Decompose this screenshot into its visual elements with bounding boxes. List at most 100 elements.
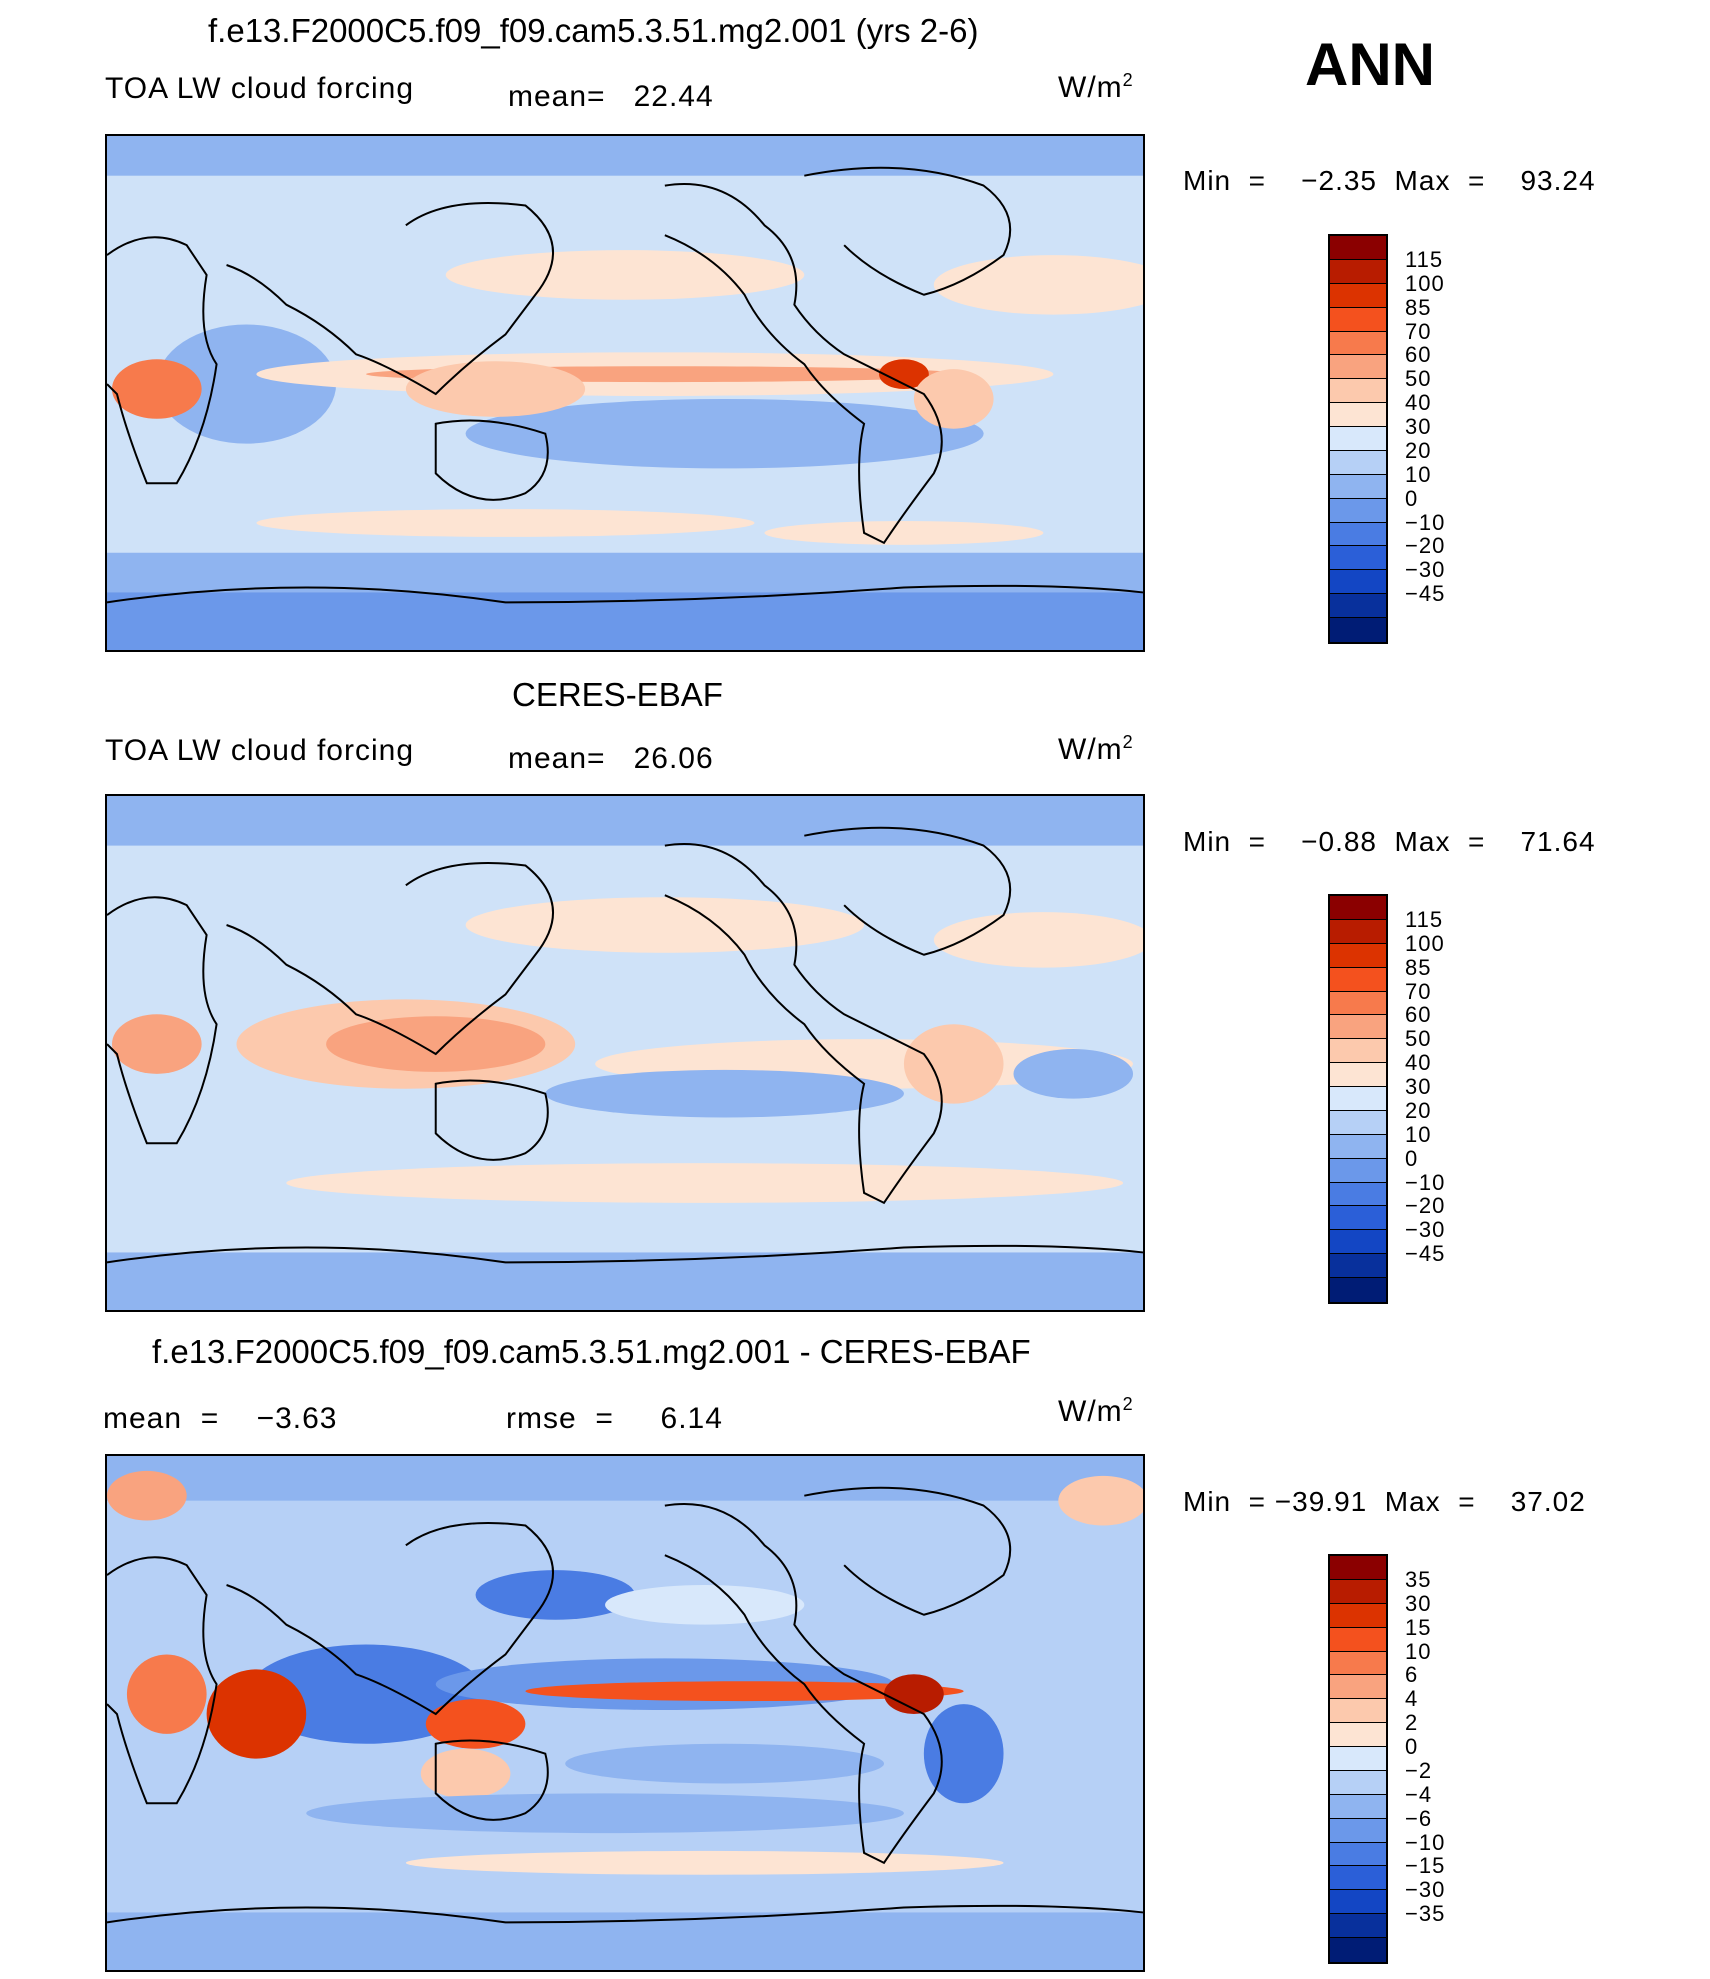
- panel3-mean: mean = −3.63: [103, 1402, 338, 1435]
- colorbar-swatch: [1330, 1651, 1386, 1676]
- colorbar-swatch: [1330, 403, 1386, 427]
- panel3-minmax: Min = −39.91 Max = 37.02: [1183, 1486, 1586, 1517]
- panel1-field-label: TOA LW cloud forcing: [105, 72, 415, 105]
- colorbar-swatch: [1330, 1063, 1386, 1087]
- colorbar-swatch: [1330, 236, 1386, 260]
- colorbar-tick-label: 0: [1405, 485, 1419, 511]
- panel2-mean: mean= 26.06: [508, 742, 714, 775]
- colorbar-swatch: [1330, 1087, 1386, 1111]
- colorbar-swatch: [1330, 1842, 1386, 1867]
- colorbar-swatch: [1330, 1818, 1386, 1843]
- colorbar-swatch: [1330, 1556, 1386, 1580]
- colorbar-swatch: [1330, 1182, 1386, 1207]
- colorbar-swatch: [1330, 1938, 1386, 1962]
- colorbar-tick-label: 15: [1405, 1614, 1432, 1640]
- colorbar-swatch: [1330, 331, 1386, 356]
- colorbar-swatch: [1330, 1675, 1386, 1700]
- colorbar-tick-label: 30: [1405, 1074, 1432, 1100]
- colorbar-tick-label: −4: [1405, 1781, 1433, 1807]
- colorbar-swatch: [1330, 1699, 1386, 1724]
- colorbar-swatch: [1330, 967, 1386, 992]
- colorbar-swatch: [1330, 919, 1386, 944]
- colorbar-swatch: [1330, 474, 1386, 499]
- colorbar-tick-label: −45: [1405, 1241, 1446, 1267]
- season-label: ANN: [1305, 31, 1435, 98]
- colorbar-swatch: [1330, 1110, 1386, 1135]
- panel3-unit: W/m2: [1058, 1394, 1134, 1428]
- colorbar-swatch: [1330, 618, 1386, 642]
- colorbar-tick-label: −10: [1405, 1169, 1446, 1195]
- panel2-field-label: TOA LW cloud forcing: [105, 734, 415, 767]
- colorbar-tick-label: 10: [1405, 1121, 1432, 1147]
- colorbar-tick-label: 70: [1405, 978, 1432, 1004]
- colorbar-tick-label: −2: [1405, 1757, 1433, 1783]
- colorbar-tick-label: 4: [1405, 1686, 1419, 1712]
- colorbar-swatch: [1330, 1579, 1386, 1604]
- colorbar-swatch: [1330, 450, 1386, 475]
- colorbar-tick-label: −15: [1405, 1853, 1446, 1879]
- colorbar-swatch: [1330, 1603, 1386, 1628]
- colorbar-swatch: [1330, 1914, 1386, 1938]
- colorbar-swatch: [1330, 1134, 1386, 1159]
- colorbar-tick-label: −10: [1405, 509, 1446, 535]
- colorbar-swatch: [1330, 1015, 1386, 1040]
- panel1-title: f.e13.F2000C5.f09_f09.cam5.3.51.mg2.001 …: [208, 12, 979, 49]
- colorbar-tick-label: 85: [1405, 294, 1432, 320]
- colorbar-tick-label: 100: [1405, 930, 1445, 956]
- colorbar-tick-label: 60: [1405, 342, 1432, 368]
- colorbar-tick-label: −10: [1405, 1829, 1446, 1855]
- colorbar-swatch: [1330, 1206, 1386, 1231]
- panel3-map: [105, 1454, 1145, 1972]
- colorbar-tick-label: 30: [1405, 414, 1432, 440]
- colorbar-tick-label: 50: [1405, 1026, 1432, 1052]
- colorbar-swatch: [1330, 1794, 1386, 1819]
- colorbar-swatch: [1330, 594, 1386, 618]
- colorbar-swatch: [1330, 1747, 1386, 1771]
- colorbar-tick-label: 50: [1405, 366, 1432, 392]
- colorbar-swatch: [1330, 991, 1386, 1016]
- colorbar-tick-label: 70: [1405, 318, 1432, 344]
- panel2-colorbar: [1328, 894, 1388, 1304]
- colorbar-tick-label: 60: [1405, 1002, 1432, 1028]
- colorbar-swatch: [1330, 546, 1386, 571]
- colorbar-swatch: [1330, 355, 1386, 380]
- colorbar-swatch: [1330, 1866, 1386, 1891]
- colorbar-tick-label: −45: [1405, 581, 1446, 607]
- colorbar-swatch: [1330, 498, 1386, 523]
- colorbar-tick-label: 20: [1405, 1097, 1432, 1123]
- colorbar-tick-label: 85: [1405, 954, 1432, 980]
- panel1-minmax: Min = −2.35 Max = 93.24: [1183, 165, 1596, 196]
- panel3-title: f.e13.F2000C5.f09_f09.cam5.3.51.mg2.001 …: [152, 1333, 1031, 1370]
- colorbar-swatch: [1330, 570, 1386, 595]
- colorbar-tick-label: −6: [1405, 1805, 1433, 1831]
- colorbar-swatch: [1330, 1723, 1386, 1747]
- colorbar-tick-label: −30: [1405, 1877, 1446, 1903]
- colorbar-swatch: [1330, 1039, 1386, 1064]
- colorbar-tick-label: 30: [1405, 1590, 1432, 1616]
- colorbar-swatch: [1330, 379, 1386, 404]
- colorbar-swatch: [1330, 307, 1386, 332]
- colorbar-tick-label: 35: [1405, 1566, 1432, 1592]
- panel2-title: CERES-EBAF: [512, 676, 723, 713]
- colorbar-swatch: [1330, 427, 1386, 451]
- panel1-mean: mean= 22.44: [508, 80, 714, 113]
- panel2-unit: W/m2: [1058, 732, 1134, 766]
- colorbar-swatch: [1330, 1890, 1386, 1915]
- colorbar-swatch: [1330, 1627, 1386, 1652]
- colorbar-swatch: [1330, 1278, 1386, 1302]
- panel2-map: [105, 794, 1145, 1312]
- colorbar-tick-label: 40: [1405, 390, 1432, 416]
- colorbar-tick-label: 10: [1405, 461, 1432, 487]
- panel1-unit: W/m2: [1058, 70, 1134, 104]
- colorbar-tick-label: 2: [1405, 1710, 1419, 1736]
- colorbar-swatch: [1330, 522, 1386, 547]
- colorbar-swatch: [1330, 259, 1386, 284]
- colorbar-tick-label: 20: [1405, 437, 1432, 463]
- colorbar-swatch: [1330, 1158, 1386, 1183]
- colorbar-tick-label: −20: [1405, 1193, 1446, 1219]
- colorbar-tick-label: 40: [1405, 1050, 1432, 1076]
- colorbar-tick-label: −30: [1405, 1217, 1446, 1243]
- colorbar-swatch: [1330, 1770, 1386, 1795]
- colorbar-swatch: [1330, 1230, 1386, 1255]
- colorbar-tick-label: 100: [1405, 270, 1445, 296]
